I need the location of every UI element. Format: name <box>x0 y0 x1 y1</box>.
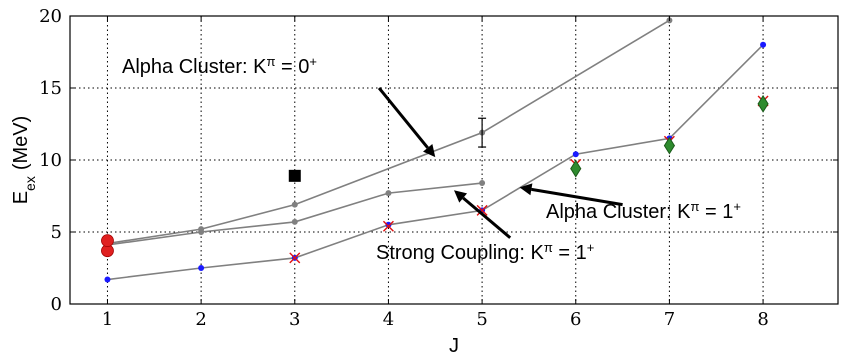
series-point-1 <box>198 229 205 235</box>
series-point-2 <box>385 221 392 228</box>
series-point-1 <box>291 218 298 225</box>
y-axis-label-main: E <box>10 191 32 204</box>
annotation-arrow-strong <box>462 196 512 239</box>
diamond-point <box>570 159 582 178</box>
x-axis-label: J <box>449 335 459 357</box>
x-tick-label: 3 <box>289 309 300 330</box>
data-markers <box>101 17 769 283</box>
annotation-arrow-alpha1 <box>531 187 623 207</box>
y-tick-label: 20 <box>39 6 62 27</box>
annotation-label-alpha0: Alpha Cluster: Kπ = 0+ <box>122 54 317 79</box>
series-point-0 <box>291 201 298 208</box>
series-line-2 <box>107 44 764 281</box>
x-tick-label: 6 <box>570 309 581 330</box>
annotation-arrow-alpha0-head <box>423 144 436 158</box>
x-tick-label: 2 <box>195 309 206 330</box>
y-axis-label: Eex (MeV) <box>10 116 38 205</box>
annotation-label-strong: Strong Coupling: Kπ = 1+ <box>376 240 594 265</box>
y-axis-label-unit: (MeV) <box>10 116 32 170</box>
cross-point <box>476 204 488 216</box>
x-tick-label: 4 <box>383 309 394 330</box>
x-tick-label: 8 <box>757 309 768 330</box>
y-tick-label: 10 <box>39 150 62 171</box>
x-tick-label: 7 <box>664 309 675 330</box>
cross-point <box>382 220 394 232</box>
annotation-label-alpha1: Alpha Cluster: Kπ = 1+ <box>546 199 741 224</box>
black-square-point <box>288 169 301 182</box>
x-tick-label: 1 <box>102 309 113 330</box>
series-point-2 <box>104 276 111 283</box>
series-point-2 <box>572 151 579 158</box>
series-point-2 <box>198 265 205 271</box>
diamond-point <box>757 94 769 113</box>
series-point-1 <box>479 180 486 187</box>
annotations: Alpha Cluster: Kπ = 0+ Alpha Cluster: Kπ … <box>122 54 741 265</box>
red-circle-point <box>101 234 114 248</box>
y-axis-label-sub: ex <box>22 176 38 191</box>
series-point-1 <box>385 190 392 197</box>
annotation-arrow-alpha1-head <box>519 183 533 196</box>
annotation-arrow-alpha0 <box>377 87 429 149</box>
series-point-2 <box>760 41 767 48</box>
annotation-arrow-strong-head <box>454 190 468 203</box>
axis-ticks: 1 2 3 4 5 6 7 8 0 5 10 15 20 <box>39 6 838 330</box>
y-tick-label: 5 <box>51 222 62 243</box>
y-tick-label: 0 <box>51 294 62 315</box>
y-tick-label: 15 <box>39 78 62 99</box>
diamond-point <box>663 136 676 155</box>
cross-point <box>289 252 301 264</box>
x-tick-label: 5 <box>476 309 487 330</box>
